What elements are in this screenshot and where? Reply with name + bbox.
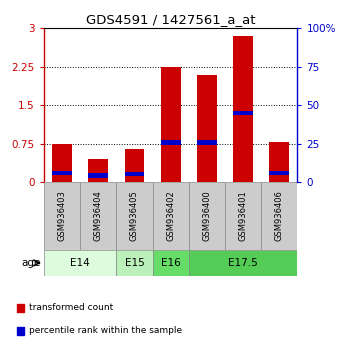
Text: GSM936402: GSM936402 [166,190,175,241]
Text: GSM936401: GSM936401 [239,190,248,241]
Bar [233,36,253,182]
Text: GSM936403: GSM936403 [57,190,67,241]
Text: E17.5: E17.5 [228,258,258,268]
Bar [269,142,289,182]
Title: GDS4591 / 1427561_a_at: GDS4591 / 1427561_a_at [86,13,256,26]
Bar [225,182,261,250]
Text: GSM936400: GSM936400 [202,190,211,241]
Bar [161,67,180,182]
Bar [189,250,297,276]
Bar [197,140,217,144]
Text: age: age [21,258,40,268]
Text: E15: E15 [125,258,144,268]
Bar [233,111,253,115]
Bar [52,144,72,182]
Text: E14: E14 [70,258,90,268]
Bar [116,250,152,276]
Text: GSM936405: GSM936405 [130,190,139,241]
Bar [116,182,152,250]
Bar [152,250,189,276]
Bar [88,159,108,182]
Bar [152,182,189,250]
Bar [44,182,80,250]
Bar [189,182,225,250]
Text: E16: E16 [161,258,180,268]
Bar [161,140,180,144]
Bar [261,182,297,250]
Text: GSM936404: GSM936404 [94,190,103,241]
Bar [80,182,116,250]
Bar [44,250,116,276]
Bar [52,171,72,175]
Bar [124,172,144,176]
Bar [197,74,217,182]
Text: transformed count: transformed count [29,303,114,313]
Bar [124,149,144,182]
Bar [269,171,289,175]
Text: percentile rank within the sample: percentile rank within the sample [29,326,183,336]
Bar [88,173,108,178]
Text: GSM936406: GSM936406 [275,190,284,241]
